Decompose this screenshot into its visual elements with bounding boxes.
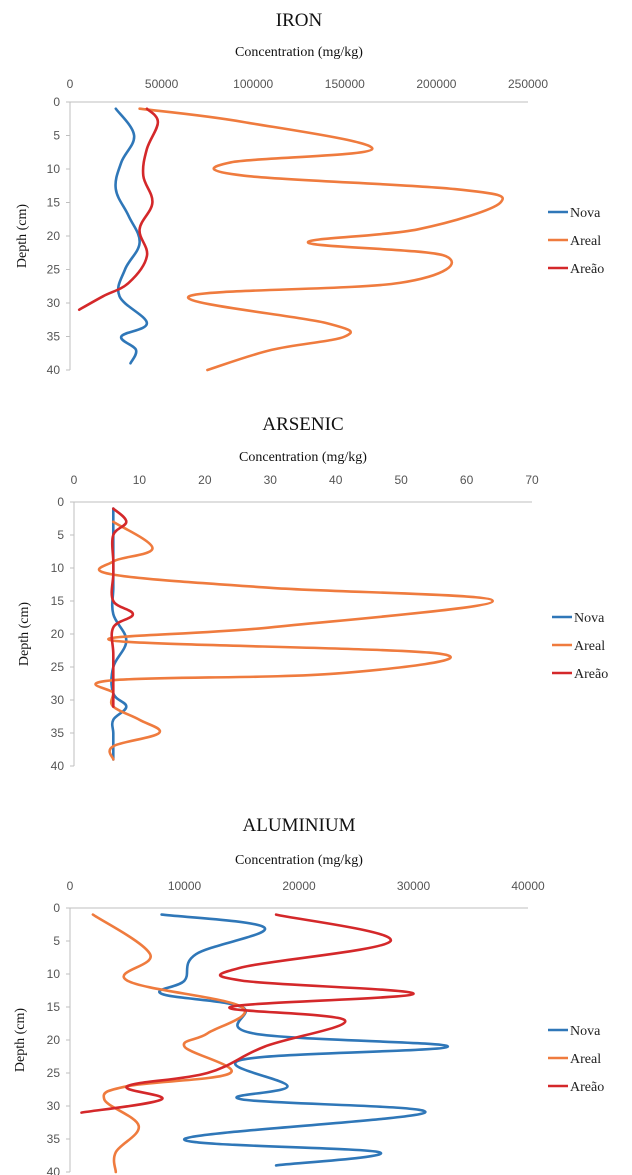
y-tick-label: 10: [47, 967, 61, 981]
chart-aluminium: ALUMINIUM Concentration (mg/kg) Depth (cm)…: [13, 815, 604, 1175]
x-tick-label: 30: [264, 473, 278, 487]
series-line-nova: [114, 107, 149, 365]
y-tick-label: 35: [47, 330, 61, 344]
y-tick-label: 20: [47, 229, 61, 243]
x-tick-label: 40000: [511, 879, 545, 893]
legend-label: Nova: [574, 611, 605, 626]
y-tick-label: 25: [47, 263, 61, 277]
x-tick-label: 10000: [168, 879, 202, 893]
y-tick-label: 0: [53, 901, 60, 915]
x-tick-label: 50000: [145, 77, 179, 91]
y-tick-label: 40: [47, 363, 61, 377]
x-tick-label: 0: [71, 473, 78, 487]
y-axis-label: Depth (cm): [13, 1008, 28, 1072]
series-line-areão: [110, 507, 135, 708]
x-tick-label: 150000: [325, 77, 365, 91]
y-tick-label: 10: [47, 162, 61, 176]
y-axis-label: Depth (cm): [15, 204, 30, 268]
y-tick-label: 35: [51, 726, 65, 740]
chart-iron: IRON Concentration (mg/kg) Depth (cm) 0 5000…: [15, 10, 604, 377]
x-tick-label: 60: [460, 473, 474, 487]
legend-label: Areal: [574, 639, 605, 654]
x-axis-label: Concentration (mg/kg): [235, 853, 363, 868]
series-line-areão: [77, 107, 160, 311]
y-tick-label: 25: [51, 660, 65, 674]
legend-label: Areão: [570, 1080, 604, 1095]
x-tick-label: 10: [133, 473, 147, 487]
y-tick-label: 20: [47, 1033, 61, 1047]
legend-label: Areal: [570, 1052, 601, 1067]
y-tick-label: 5: [53, 129, 60, 143]
x-tick-label: 200000: [416, 77, 456, 91]
y-tick-label: 40: [51, 759, 65, 773]
y-tick-label: 20: [51, 627, 65, 641]
y-axis-label: Depth (cm): [17, 602, 32, 666]
y-tick-label: 5: [53, 934, 60, 948]
legend-label: Areal: [570, 234, 601, 249]
y-tick-label: 0: [57, 495, 64, 509]
chart-title: ALUMINIUM: [243, 815, 356, 836]
x-tick-label: 100000: [233, 77, 273, 91]
legend-label: Areão: [570, 262, 604, 277]
y-tick-label: 30: [47, 1099, 61, 1113]
y-tick-label: 15: [47, 196, 61, 210]
y-tick-label: 25: [47, 1066, 61, 1080]
legend-label: Nova: [570, 1024, 601, 1039]
legend-label: Nova: [570, 206, 601, 221]
x-tick-label: 20000: [282, 879, 316, 893]
chart-title: ARSENIC: [262, 414, 343, 435]
x-tick-label: 250000: [508, 77, 548, 91]
y-tick-label: 15: [51, 594, 65, 608]
x-tick-label: 0: [67, 879, 74, 893]
series-line-nova: [110, 507, 128, 761]
series-line-areal: [94, 520, 494, 761]
y-tick-label: 10: [51, 561, 65, 575]
x-tick-label: 0: [67, 77, 74, 91]
x-tick-label: 30000: [397, 879, 431, 893]
x-tick-label: 20: [198, 473, 212, 487]
legend-label: Areão: [574, 667, 608, 682]
y-tick-label: 35: [47, 1132, 61, 1146]
series-line-areal: [91, 913, 247, 1174]
y-tick-label: 5: [57, 528, 64, 542]
y-tick-label: 30: [51, 693, 65, 707]
x-axis-label: Concentration (mg/kg): [235, 45, 363, 60]
x-tick-label: 40: [329, 473, 343, 487]
series-line-nova: [158, 913, 450, 1167]
y-tick-label: 15: [47, 1000, 61, 1014]
y-tick-label: 0: [53, 95, 60, 109]
y-tick-label: 40: [47, 1165, 61, 1175]
series-line-areal: [138, 107, 504, 372]
x-tick-label: 70: [525, 473, 539, 487]
x-axis-label: Concentration (mg/kg): [239, 450, 367, 465]
series-line-areão: [80, 913, 415, 1114]
x-tick-label: 50: [394, 473, 408, 487]
chart-title: IRON: [276, 10, 323, 31]
y-tick-label: 30: [47, 296, 61, 310]
chart-arsenic: ARSENIC Concentration (mg/kg) Depth (cm) 0 1…: [17, 414, 608, 773]
